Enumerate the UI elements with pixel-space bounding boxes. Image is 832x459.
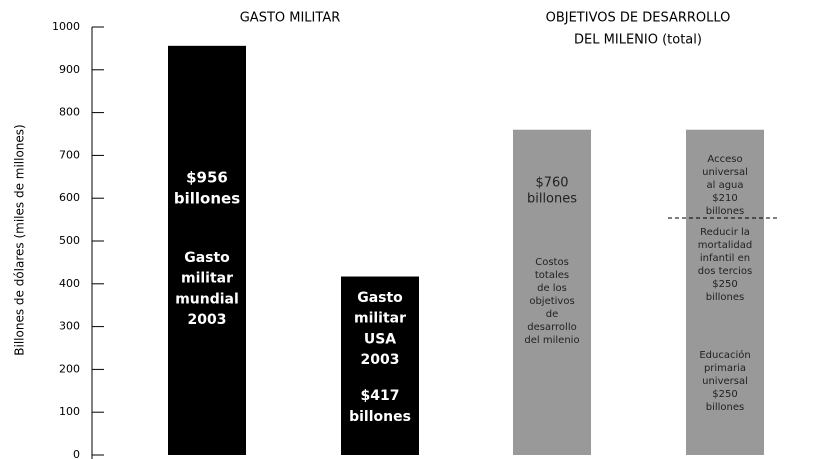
bar-annotation: $417 [361,388,400,404]
bar-annotation: billones [706,206,745,217]
bar-annotation: mundial [175,291,239,307]
bar-annotation: 2003 [188,312,227,328]
chart-title: DEL MILENIO (total) [574,33,702,48]
y-tick-label: 100 [59,405,80,418]
bar-annotation: billones [174,190,240,208]
y-tick-label: 0 [73,448,80,459]
y-tick-label: 1000 [52,20,80,33]
y-tick-label: 700 [59,148,80,161]
bar-annotation: billones [706,292,745,303]
bar-annotation: infantil en [700,253,750,264]
bar-annotation: universal [702,167,748,178]
y-axis-label: Billones de dólares (miles de millones) [13,124,27,355]
bar-annotation: desarrollo [527,322,576,333]
bar-annotation: $250 [712,279,737,290]
y-tick-label: 600 [59,191,80,204]
y-tick-label: 800 [59,106,80,119]
bar-annotation: Gasto [184,250,230,266]
bar-annotation: USA [364,331,396,347]
bar-annotation: totales [535,270,569,281]
bar-annotation: de los [537,283,567,294]
bar [513,129,591,455]
chart-title: GASTO MILITAR [240,11,341,26]
bar-annotation: $250 [712,389,737,400]
bar-annotation: mortalidad [698,240,752,251]
bar [341,276,419,455]
bar-annotation: del milenio [524,335,579,346]
bar-annotation: billones [527,192,577,207]
bar-annotation: billones [706,402,745,413]
y-tick-label: 500 [59,234,80,247]
y-tick-label: 300 [59,320,80,333]
bar-annotation: $760 [535,176,568,191]
bar-annotation: billones [349,409,411,425]
bar-annotation: Costos [535,257,569,268]
bar-annotation: militar [181,271,233,287]
bar-annotation: objetivos [529,296,574,307]
y-tick-label: 400 [59,277,80,290]
bar-annotation: dos tercios [698,266,752,277]
bar-annotation: universal [702,376,748,387]
y-tick-label: 900 [59,63,80,76]
bar-annotation: $956 [186,169,228,187]
bar-annotation: al agua [706,180,743,191]
y-tick-label: 200 [59,362,80,375]
bar-annotation: de [546,309,559,320]
bar-annotation: primaria [704,363,746,374]
bar-annotation: 2003 [361,352,400,368]
bar-annotation: militar [354,311,406,327]
bar [686,129,764,455]
bar-annotation: Reducir la [700,227,750,238]
chart-title: OBJETIVOS DE DESARROLLO [546,11,731,26]
bar-annotation: Educación [699,349,750,361]
bar [168,45,246,455]
bar-annotation: Gasto [357,290,403,306]
bar-annotation: $210 [712,193,737,204]
bar-annotation: Acceso [707,154,742,165]
